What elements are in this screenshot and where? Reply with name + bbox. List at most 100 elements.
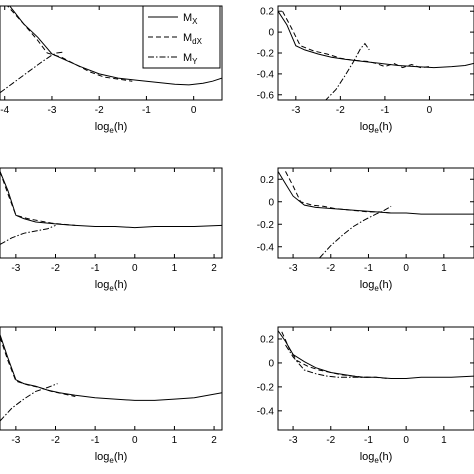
x-axis-label-main: log	[360, 279, 375, 291]
x-tick-label: 0	[132, 263, 138, 274]
x-tick-label: -3	[11, 435, 20, 446]
chart-panel-middle-right: -3 -2 -1 0 1 0.2 0 -0.2 -0.4 loge(h)	[257, 167, 474, 293]
x-tick-label: 2	[211, 263, 217, 274]
x-axis-label-tail: (h)	[114, 279, 127, 291]
y-tick-label: -0.4	[257, 242, 275, 253]
series-line-m-dx	[282, 10, 430, 69]
chart-panel-middle-left: -3 -2 -1 0 1 2 loge(h)	[0, 167, 223, 293]
x-tick-label: -2	[95, 105, 104, 116]
chart-panel-bottom-right: -3 -2 -1 0 1 0.2 0 -0.2 -0.4 loge(h)	[257, 326, 474, 465]
series-line-m-y	[285, 344, 369, 378]
x-tick-label: 1	[441, 435, 447, 446]
x-axis-label-sub: e	[374, 126, 379, 135]
x-tick-label: 1	[441, 263, 447, 274]
series-line-m-y	[0, 51, 64, 94]
series-group	[278, 171, 474, 258]
series-group	[278, 10, 474, 100]
x-tick-label: -1	[91, 263, 100, 274]
x-axis-label: loge(h)	[360, 451, 393, 465]
series-line-m-dx	[285, 171, 392, 214]
x-tick-label: 1	[172, 263, 178, 274]
x-tick-label: -3	[48, 105, 57, 116]
plot-frame	[277, 326, 474, 431]
plot-frame	[277, 5, 474, 101]
x-axis-label-main: log	[95, 279, 110, 291]
x-axis-label-sub: e	[374, 456, 379, 465]
series-line-m-x	[9, 6, 222, 86]
series-line-m-x	[0, 334, 222, 401]
x-axis-label-main: log	[360, 451, 375, 463]
y-tick-label: -0.4	[257, 406, 275, 417]
x-axis-label-tail: (h)	[379, 121, 392, 133]
x-axis-label-sub: e	[109, 284, 114, 293]
x-axis-label: loge(h)	[95, 121, 128, 135]
chart-panel-bottom-left: -3 -2 -1 0 1 2 loge(h)	[0, 326, 223, 465]
plot-frame	[277, 167, 474, 259]
series-line-m-y	[325, 42, 370, 100]
x-tick-label: -1	[364, 263, 373, 274]
y-tick-label: 0	[268, 197, 274, 208]
x-tick-label: -2	[326, 435, 335, 446]
y-tick-label: -0.2	[257, 382, 275, 393]
y-tick-label: -0.4	[257, 69, 275, 80]
legend: MX MdX MY	[142, 5, 221, 69]
x-tick-label: -1	[364, 435, 373, 446]
x-axis-label-tail: (h)	[379, 279, 392, 291]
series-line-m-y	[0, 383, 58, 422]
x-tick-label: -1	[142, 105, 151, 116]
series-group	[0, 6, 222, 94]
x-axis-label: loge(h)	[95, 279, 128, 293]
x-tick-label: -4	[0, 105, 9, 116]
x-tick-label: 2	[211, 435, 217, 446]
x-tick-label: 0	[191, 105, 197, 116]
x-tick-label: -2	[326, 263, 335, 274]
x-axis-label-main: log	[95, 451, 110, 463]
series-group	[0, 334, 222, 422]
x-axis-label: loge(h)	[95, 451, 128, 465]
series-line-m-dx	[6, 6, 133, 82]
x-tick-label: -3	[289, 435, 298, 446]
x-tick-label: -3	[11, 263, 20, 274]
y-tick-label: -0.2	[257, 220, 275, 231]
x-axis-label-main: log	[95, 121, 110, 133]
series-line-m-y	[319, 205, 392, 258]
x-axis-label-tail: (h)	[114, 451, 127, 463]
x-axis-label: loge(h)	[360, 279, 393, 293]
y-tick-label: -0.6	[257, 90, 275, 101]
chart-panel-top-right: -3 -2 -1 0 0.2 0 -0.2 -0.4 -0.6 loge(h)	[257, 5, 474, 135]
legend-label: MY	[183, 52, 198, 66]
x-tick-label: 0	[403, 263, 409, 274]
x-tick-label: 1	[172, 435, 178, 446]
series-line-m-x	[278, 171, 474, 215]
series-group	[0, 171, 222, 245]
y-tick-label: 0.2	[260, 7, 274, 18]
x-axis-label-tail: (h)	[379, 451, 392, 463]
x-tick-label: 0	[132, 435, 138, 446]
legend-box	[142, 5, 221, 69]
plot-frame	[0, 326, 223, 431]
x-axis-label: loge(h)	[360, 121, 393, 135]
series-line-m-y	[0, 224, 56, 245]
x-axis-label-sub: e	[109, 456, 114, 465]
x-tick-label: 0	[427, 105, 433, 116]
x-tick-label: -1	[380, 105, 389, 116]
series-group	[278, 330, 474, 379]
x-axis-label-sub: e	[109, 126, 114, 135]
legend-label: MdX	[183, 32, 203, 46]
y-tick-label: -0.2	[257, 49, 275, 60]
x-tick-label: -2	[336, 105, 345, 116]
x-axis-label-sub: e	[374, 284, 379, 293]
x-tick-label: -1	[91, 435, 100, 446]
y-tick-label: 0.2	[260, 175, 274, 186]
x-tick-label: 0	[403, 435, 409, 446]
x-axis-label-main: log	[360, 121, 375, 133]
plot-frame	[0, 5, 223, 101]
chart-panel-top-left: -4 -3 -2 -1 0 loge(h)	[0, 5, 223, 135]
x-tick-label: -3	[289, 263, 298, 274]
series-line-m-dx	[0, 171, 76, 226]
y-tick-label: 0.2	[260, 334, 274, 345]
series-line-m-x	[0, 171, 222, 229]
y-tick-label: 0	[268, 358, 274, 369]
